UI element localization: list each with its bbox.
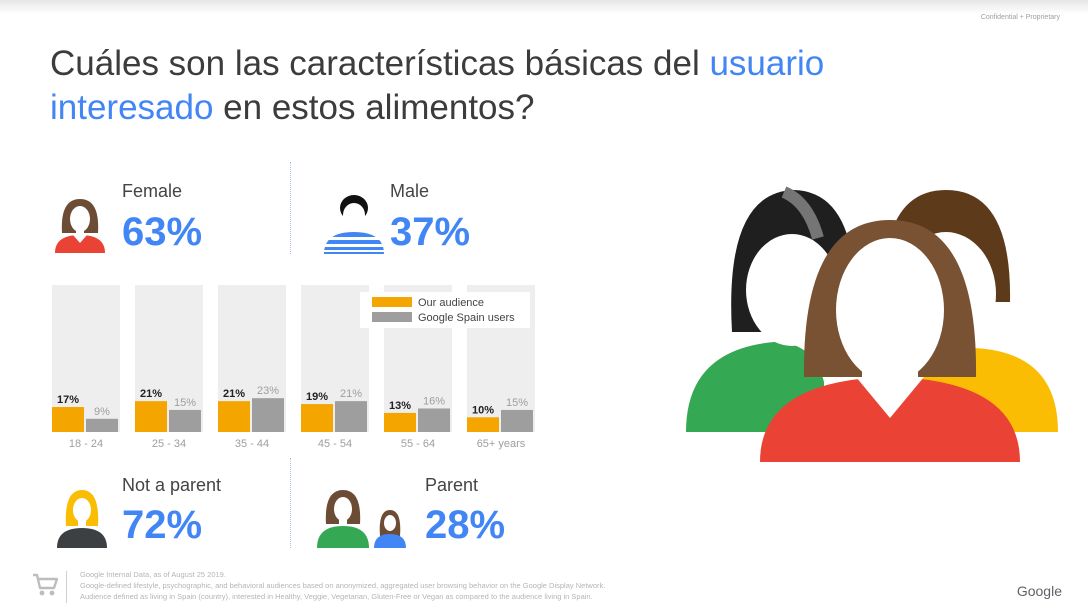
age-bar-chart: 17% 9% 18 - 24 21% 15% 25 - 34 21% 23% 35 - 44 19… <box>52 285 535 450</box>
title-part-1: Cuáles son las características básicas d… <box>50 44 710 83</box>
female-label: Female <box>122 181 183 201</box>
bar-our-audience <box>301 404 333 432</box>
legend-swatch <box>372 312 412 322</box>
bar-spain-users <box>86 418 118 432</box>
confidential-label: Confidential + Proprietary <box>980 14 1060 21</box>
legend-label: Our audience <box>418 297 484 309</box>
bar-our-audience <box>52 407 84 432</box>
x-tick-label: 55 - 64 <box>401 438 435 450</box>
footer-line-2: Google-defined lifestyle, psychographic,… <box>80 581 606 590</box>
data-label: 15% <box>174 397 196 409</box>
male-icon <box>324 195 384 254</box>
bar-spain-users <box>335 401 367 432</box>
divider-bottom <box>290 458 291 548</box>
footer-line-3: Audience defined as living in Spain (cou… <box>80 592 593 601</box>
bar-our-audience <box>467 417 499 432</box>
data-label: 15% <box>506 397 528 409</box>
bar-our-audience <box>384 412 416 432</box>
bar-spain-users <box>252 398 284 432</box>
footer-notes: Google Internal Data, as of August 25 20… <box>80 569 605 602</box>
x-tick-label: 25 - 34 <box>152 438 186 450</box>
female-icon <box>55 199 105 253</box>
legend-swatch <box>372 297 412 307</box>
shopping-cart-icon <box>33 573 58 596</box>
bar-our-audience <box>218 401 250 432</box>
bar-spain-users <box>418 408 450 432</box>
not-parent-icon <box>57 490 107 548</box>
title-highlight-1: usuario <box>709 44 825 83</box>
page-title: Cuáles son las características básicas d… <box>50 42 930 130</box>
data-label: 19% <box>306 391 328 403</box>
google-logo: Google <box>1016 583 1062 599</box>
people-group-illustration <box>686 186 1058 462</box>
divider-top <box>290 162 291 254</box>
data-label: 13% <box>389 400 411 412</box>
x-tick-label: 18 - 24 <box>69 438 103 450</box>
data-label: 17% <box>57 394 79 406</box>
male-value: 37% <box>390 210 471 254</box>
x-tick-label: 45 - 54 <box>318 438 352 450</box>
parent-label: Parent <box>425 475 479 495</box>
bar-spain-users <box>501 409 533 432</box>
bar-spain-users <box>169 409 201 432</box>
data-label: 16% <box>423 395 445 407</box>
x-tick-label: 65+ years <box>477 438 526 450</box>
parent-value: 28% <box>425 503 506 547</box>
x-tick-label: 35 - 44 <box>235 438 269 450</box>
not-parent-value: 72% <box>122 503 203 547</box>
footer-separator <box>66 571 67 603</box>
data-label: 21% <box>340 388 362 400</box>
parent-icon <box>317 490 406 548</box>
male-label: Male <box>390 181 430 201</box>
bar-our-audience <box>135 401 167 432</box>
data-label: 9% <box>94 406 110 418</box>
title-part-2: en estos alimentos? <box>213 88 535 127</box>
title-highlight-2: interesado <box>50 88 214 127</box>
footer-line-1: Google Internal Data, as of August 25 20… <box>80 570 226 579</box>
data-label: 21% <box>140 388 162 400</box>
female-value: 63% <box>122 210 203 254</box>
data-label: 21% <box>223 388 245 400</box>
legend-label: Google Spain users <box>418 312 515 324</box>
top-shade <box>0 0 1088 14</box>
data-label: 23% <box>257 385 279 397</box>
data-label: 10% <box>472 404 494 416</box>
not-parent-label: Not a parent <box>122 475 222 495</box>
footer: Google Internal Data, as of August 25 20… <box>0 565 1088 616</box>
